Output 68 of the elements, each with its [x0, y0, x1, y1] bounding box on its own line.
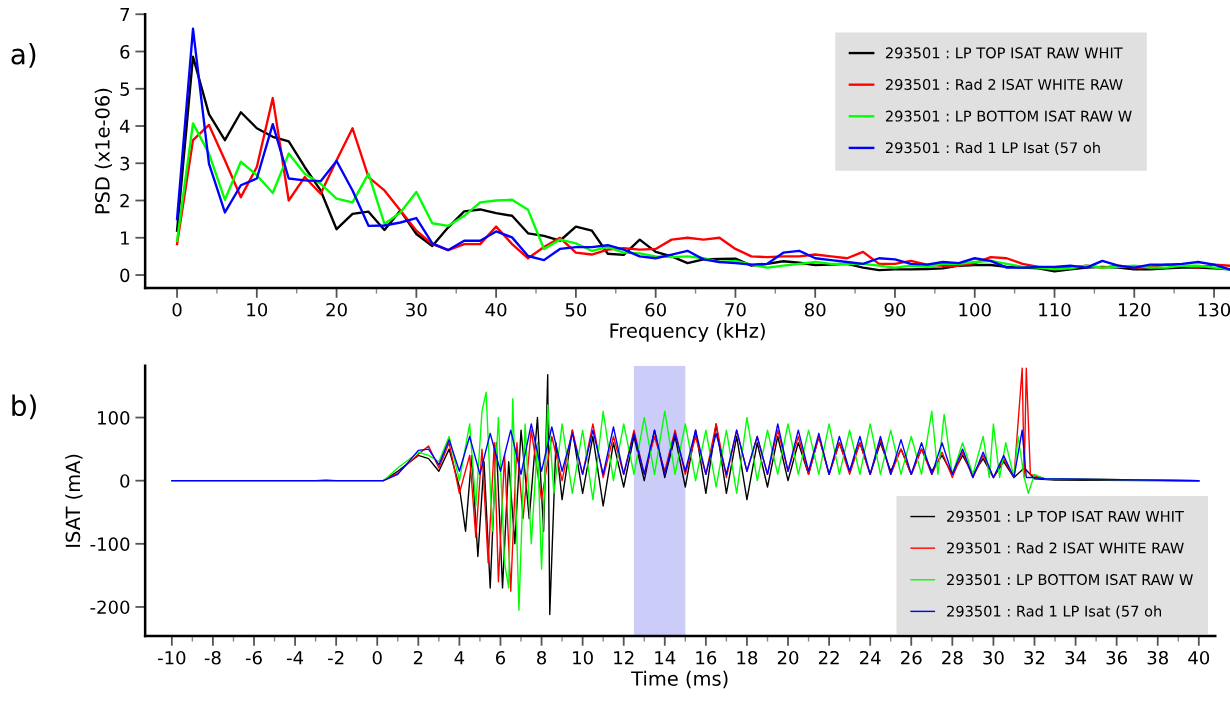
legend-label: 293501 : LP BOTTOM ISAT RAW W — [885, 110, 1132, 122]
y-tick-label: 5 — [120, 82, 129, 96]
x-tick-label: 28 — [942, 650, 963, 665]
x-tick-label: -6 — [245, 650, 262, 665]
legend-label: 293501 : LP TOP ISAT RAW WHIT — [885, 47, 1123, 59]
x-tick-label: 130 — [1198, 302, 1230, 317]
x-tick-label: 30 — [983, 650, 1004, 665]
x-tick-label: 70 — [725, 302, 746, 317]
legend-label: 293501 : LP TOP ISAT RAW WHIT — [947, 510, 1184, 522]
x-tick-label: 40 — [485, 302, 507, 317]
x-tick-label: -8 — [204, 650, 221, 665]
legend-label: 293501 : Rad 1 LP Isat (57 oh — [885, 141, 1100, 155]
x-tick-label: 20 — [326, 302, 347, 317]
x-axis-title: Frequency (kHz) — [610, 322, 765, 342]
x-tick-label: 40 — [1188, 650, 1210, 665]
x-tick-label: 110 — [1039, 302, 1071, 317]
x-axis-title: Time (ms) — [631, 670, 728, 689]
x-tick-label: 90 — [884, 302, 906, 317]
x-tick-label: 0 — [172, 302, 182, 317]
line-series — [175, 96, 1230, 270]
y-tick-label: 7 — [120, 7, 130, 22]
legend-label: 293501 : Rad 2 ISAT WHITE RAW — [947, 542, 1184, 554]
y-tick-label: 6 — [120, 44, 130, 59]
x-tick-label: 34 — [1065, 650, 1087, 665]
x-tick-label: 50 — [565, 302, 587, 317]
x-tick-label: 60 — [645, 302, 666, 317]
x-tick-label: 0 — [372, 650, 382, 665]
legend-label: 293501 : LP BOTTOM ISAT RAW W — [947, 574, 1193, 586]
x-tick-label: 26 — [901, 650, 922, 665]
x-tick-label: -4 — [286, 651, 304, 665]
x-tick-label: 120 — [1119, 302, 1151, 317]
x-tick-label: 100 — [959, 302, 991, 317]
y-tick-label: 1 — [121, 231, 129, 245]
x-tick-label: 2 — [413, 650, 423, 665]
x-tick-label: -2 — [328, 650, 344, 665]
x-tick-label: 14 — [655, 651, 676, 665]
x-tick-label: 10 — [247, 302, 268, 317]
x-tick-label: -10 — [157, 650, 186, 665]
x-tick-label: 12 — [614, 650, 634, 665]
x-tick-label: 38 — [1147, 650, 1168, 665]
x-tick-label: 4 — [454, 651, 465, 665]
x-tick-label: 6 — [495, 650, 506, 665]
x-tick-label: 20 — [777, 650, 799, 665]
x-tick-label: 16 — [696, 650, 717, 665]
x-tick-label: 18 — [737, 650, 758, 665]
y-tick-label: 3 — [120, 156, 130, 171]
line-series — [171, 423, 1200, 482]
y-axis-title: ISAT (mA) — [65, 454, 83, 547]
text: a) — [11, 43, 36, 68]
x-tick-label: 24 — [860, 650, 881, 665]
y-tick-label: 2 — [120, 193, 129, 208]
x-tick-label: 80 — [804, 302, 826, 317]
y-axis-title: PSD (x1e-06) — [94, 88, 113, 214]
x-tick-label: 36 — [1106, 650, 1127, 665]
y-tick-label: 0 — [120, 474, 130, 488]
y-tick-label: -200 — [90, 600, 130, 615]
legend-label: 293501 : Rad 1 LP Isat (57 oh — [947, 605, 1162, 619]
x-tick-label: 30 — [406, 302, 427, 317]
y-tick-label: 100 — [98, 411, 130, 425]
legend-label: 293501 : Rad 2 ISAT WHITE RAW — [885, 78, 1123, 90]
text: b) — [12, 394, 36, 420]
y-tick-label: -100 — [90, 537, 130, 551]
x-tick-label: 10 — [573, 650, 593, 665]
x-tick-label: 32 — [1024, 650, 1045, 665]
y-tick-label: 4 — [119, 119, 130, 133]
y-tick-label: 0 — [120, 268, 130, 283]
x-tick-label: 22 — [818, 650, 839, 665]
x-tick-label: 8 — [537, 650, 547, 665]
